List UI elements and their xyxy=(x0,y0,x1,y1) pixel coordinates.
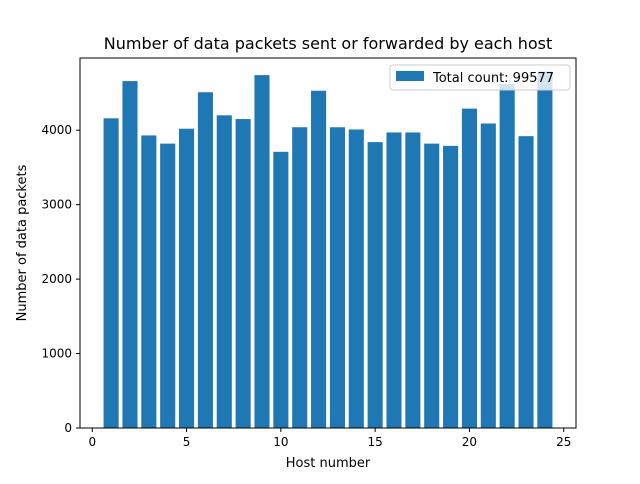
x-tick-label: 5 xyxy=(183,435,191,449)
y-axis-ticks: 0 1000 2000 3000 4000 xyxy=(41,123,80,435)
plot-frame xyxy=(79,57,577,429)
y-tick-label: 2000 xyxy=(41,272,72,286)
bar-host-1 xyxy=(103,118,119,429)
bar-host-5 xyxy=(179,128,195,428)
bar-host-16 xyxy=(386,132,402,428)
bar-host-17 xyxy=(405,132,421,428)
x-tick-label: 10 xyxy=(273,435,288,449)
y-tick-label: 4000 xyxy=(41,123,72,137)
bar-host-22 xyxy=(499,84,515,428)
x-tick-label: 25 xyxy=(556,435,571,449)
bar-host-11 xyxy=(292,127,308,429)
legend-label: Total count: 99577 xyxy=(432,71,554,86)
bar-host-8 xyxy=(235,119,251,429)
bar-host-12 xyxy=(311,90,327,428)
bar-host-3 xyxy=(141,135,157,429)
x-tick-label: 0 xyxy=(88,435,96,449)
y-tick-label: 3000 xyxy=(41,198,72,212)
bar-host-23 xyxy=(518,136,534,429)
legend-swatch xyxy=(396,71,424,81)
x-axis-label: Host number xyxy=(286,456,371,471)
bar-host-21 xyxy=(480,123,496,428)
bar-host-9 xyxy=(254,75,270,429)
chart-title: Number of data packets sent or forwarded… xyxy=(104,34,552,53)
bar-host-14 xyxy=(348,129,364,428)
bar-host-20 xyxy=(461,108,477,429)
bar-host-6 xyxy=(197,92,213,428)
bar-host-15 xyxy=(367,142,383,428)
bar-host-2 xyxy=(122,81,138,428)
x-tick-label: 15 xyxy=(368,435,383,449)
bar-host-19 xyxy=(443,145,459,428)
legend-box xyxy=(389,64,571,91)
x-axis-ticks: 0 5 10 15 20 25 xyxy=(88,428,571,449)
bar-host-10 xyxy=(273,151,289,429)
bar-host-4 xyxy=(160,143,176,429)
y-axis-label: Number of data packets xyxy=(15,164,30,321)
bar-host-13 xyxy=(329,127,345,429)
x-tick-label: 20 xyxy=(462,435,477,449)
y-tick-label: 1000 xyxy=(41,347,72,361)
bar-host-7 xyxy=(216,115,232,428)
y-tick-label: 0 xyxy=(64,421,72,435)
bars-group xyxy=(103,71,553,429)
bar-host-24 xyxy=(537,71,553,429)
legend: Total count: 99577 xyxy=(389,64,571,91)
bar-host-18 xyxy=(424,143,440,429)
